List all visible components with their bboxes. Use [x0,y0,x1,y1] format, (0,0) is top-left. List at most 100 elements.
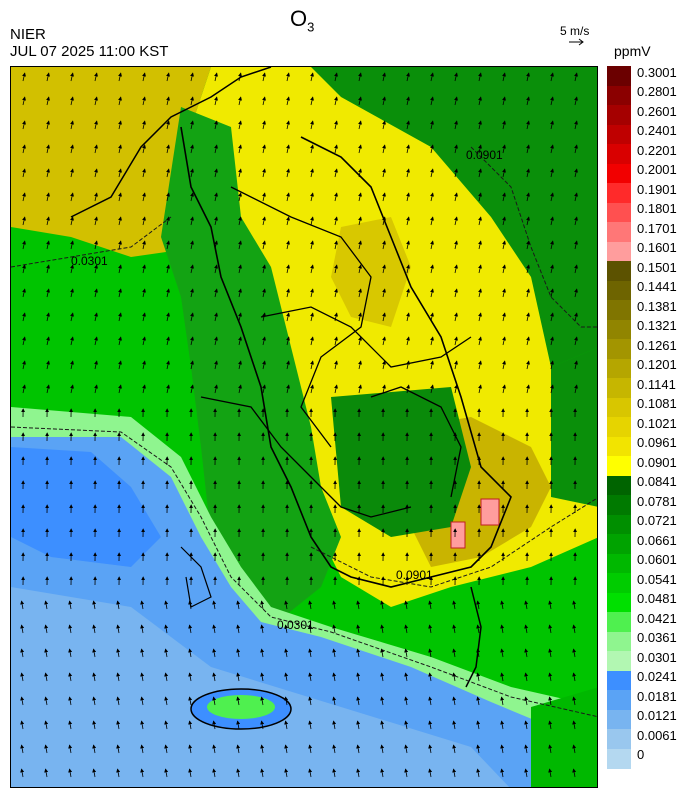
wind-arrow-icon [382,192,387,202]
wind-reference-arrow-icon [569,38,584,46]
colorbar-tick-label: 0.2401 [637,123,677,138]
wind-arrow-icon [332,696,337,706]
contour-label-0301-north: 0.0301 [71,254,108,268]
colorbar-tick-label: 0 [637,747,645,762]
wind-arrow-icon [260,600,265,610]
wind-arrow-icon [116,696,121,706]
wind-arrow-icon [70,288,75,298]
wind-arrow-icon [430,360,435,370]
wind-arrow-icon [70,72,75,82]
wind-arrow-icon [380,744,385,754]
wind-arrow-icon [332,768,337,778]
colorbar-segment [607,456,631,477]
wind-arrow-icon [70,336,75,346]
wind-arrow-icon [190,312,195,322]
wind-arrow-icon [284,648,289,658]
colorbar-tick-label: 0.0901 [637,454,677,470]
wind-arrow-icon [236,600,241,610]
wind-arrow-icon [22,192,27,202]
colorbar-segment [607,378,631,399]
wind-arrow-icon [142,288,147,298]
colorbar-tick-label: 0.1141 [637,376,676,392]
wind-arrow-icon [550,216,555,226]
wind-arrow-icon [94,240,99,250]
wind-arrow-icon [44,744,49,754]
wind-arrow-icon [334,360,339,370]
wind-arrow-icon [70,264,75,274]
wind-arrow-icon [116,624,121,634]
wind-arrow-icon [500,672,505,682]
wind-arrow-icon [452,768,457,778]
wind-arrow-icon [572,696,577,706]
wind-arrow-icon [454,312,459,322]
wind-arrow-icon [500,744,505,754]
wind-arrow-icon [334,240,339,250]
wind-arrow-icon [502,360,507,370]
wind-arrow-icon [92,624,97,634]
wind-arrow-icon [550,312,555,322]
wind-arrow-icon [380,696,385,706]
wind-arrow-icon [406,360,411,370]
wind-arrow-icon [382,120,387,130]
wind-arrow-icon [22,240,27,250]
wind-arrow-icon [406,264,411,274]
colorbar-segment [607,690,631,711]
wind-arrow-icon [310,168,315,178]
wind-arrow-icon [284,624,289,634]
wind-arrow-icon [454,96,459,106]
wind-arrow-icon [478,192,483,202]
wind-arrow-icon [502,216,507,226]
wind-arrow-icon [502,192,507,202]
wind-arrow-icon [118,240,123,250]
wind-arrow-icon [406,120,411,130]
island-jeju-land [207,695,275,719]
wind-arrow-icon [260,744,265,754]
wind-arrow-icon [572,672,577,682]
wind-arrow-icon [308,720,313,730]
wind-arrow-icon [214,96,219,106]
wind-arrow-icon [572,768,577,778]
region-southeast-green [531,687,597,787]
wind-arrow-icon [238,216,243,226]
colorbar-tick-label: 0.0841 [637,474,677,489]
colorbar-tick-label: 0.2201 [637,142,677,158]
wind-arrow-icon [526,336,531,346]
wind-arrow-icon [286,144,291,154]
wind-arrow-icon [334,168,339,178]
wind-arrow-icon [164,600,169,610]
wind-arrow-icon [430,192,435,202]
wind-arrow-icon [44,768,49,778]
wind-arrow-icon [70,240,75,250]
wind-arrow-icon [478,168,483,178]
wind-arrow-icon [478,144,483,154]
wind-arrow-icon [334,216,339,226]
wind-arrow-icon [334,384,339,394]
wind-arrow-icon [478,336,483,346]
wind-arrow-icon [574,72,579,82]
wind-arrow-icon [142,216,147,226]
colorbar-tick-label: 0.3001 [637,64,677,80]
wind-arrow-icon [358,384,363,394]
wind-arrow-icon [238,288,243,298]
wind-arrow-icon [70,216,75,226]
wind-arrow-icon [142,240,147,250]
wind-arrow-icon [358,192,363,202]
colorbar-segment [607,261,631,282]
wind-arrow-icon [142,168,147,178]
wind-arrow-icon [118,264,123,274]
wind-arrow-icon [238,168,243,178]
wind-arrow-icon [118,192,123,202]
wind-arrow-icon [476,600,481,610]
wind-arrow-icon [452,672,457,682]
wind-arrow-icon [262,240,267,250]
wind-arrow-icon [548,600,553,610]
wind-arrow-icon [46,120,51,130]
region-northeast-sea [311,67,597,367]
wind-arrow-icon [308,624,313,634]
wind-arrow-icon [190,288,195,298]
wind-arrow-icon [92,696,97,706]
wind-arrow-icon [46,216,51,226]
wind-arrow-icon [454,216,459,226]
wind-arrow-icon [166,168,171,178]
wind-arrow-icon [358,144,363,154]
